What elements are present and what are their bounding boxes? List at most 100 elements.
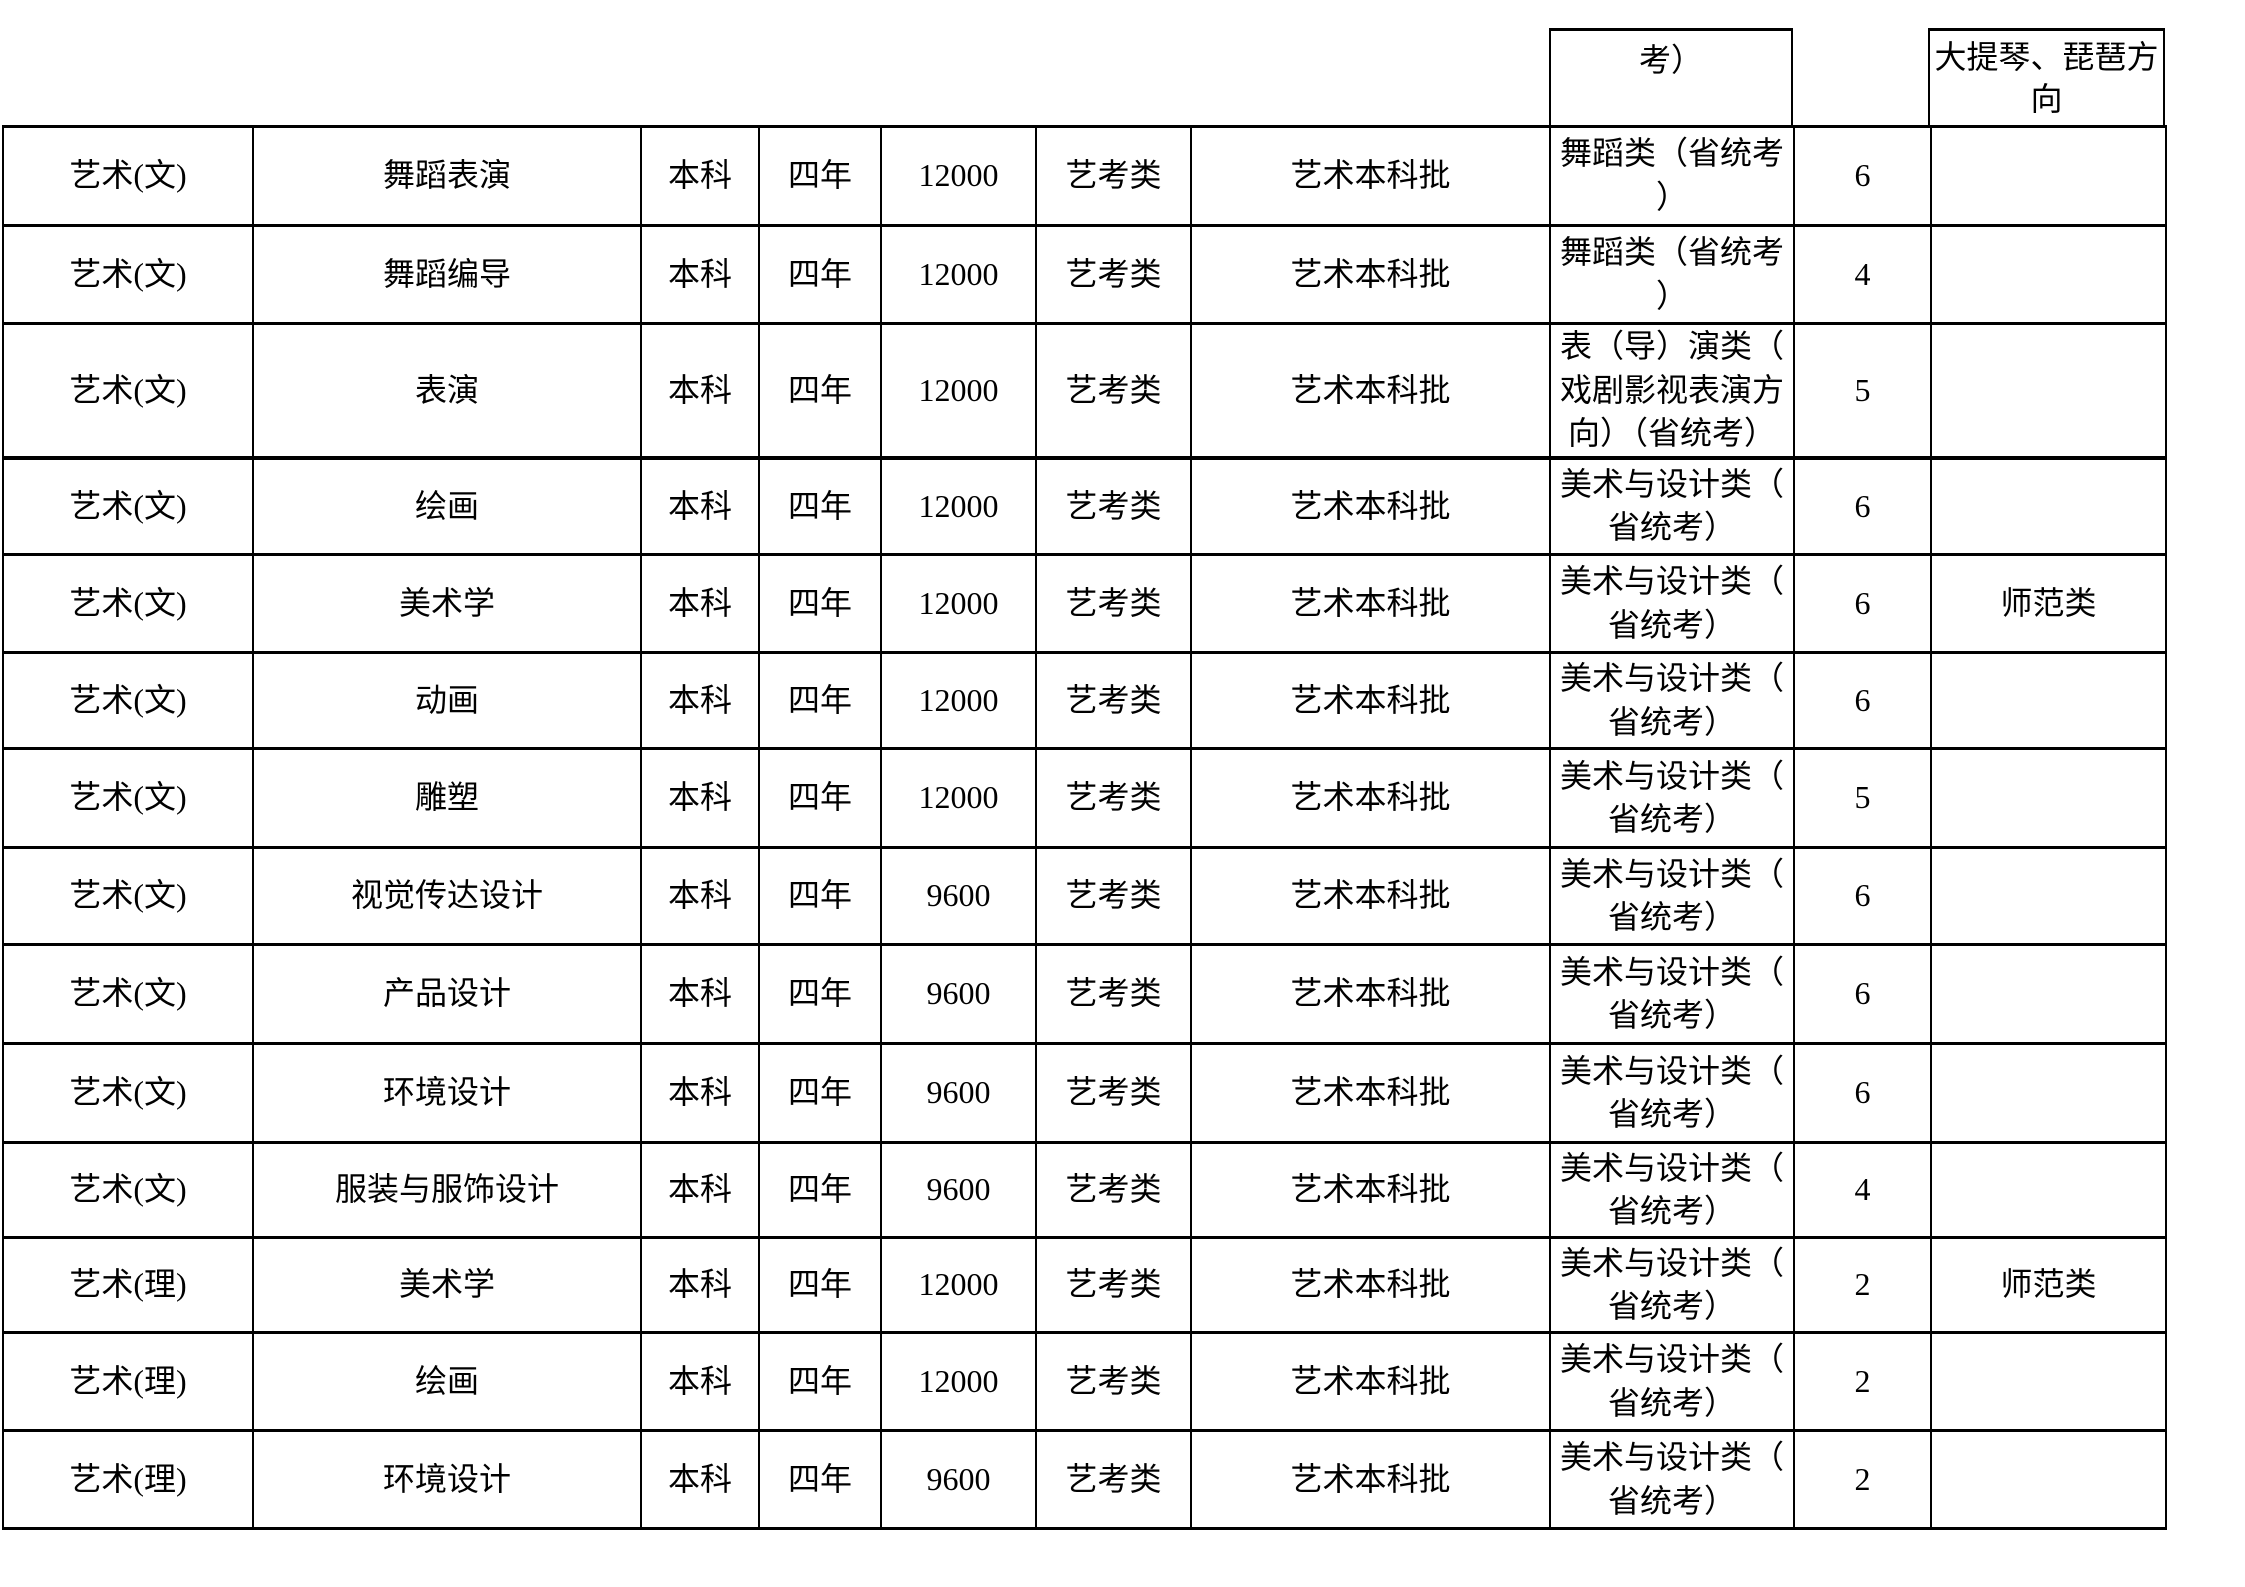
cell-category: 艺术(文) xyxy=(2,747,254,850)
cell-exam-subject: 美术与设计类（ 省统考） xyxy=(1549,1331,1795,1433)
cell-plan-count: 6 xyxy=(1793,125,1932,227)
cell-remark xyxy=(1930,846,2167,947)
cell-category: 艺术(文) xyxy=(2,1141,254,1240)
cell-level: 本科 xyxy=(640,1042,760,1145)
cell-major: 产品设计 xyxy=(252,943,642,1046)
cell-level: 本科 xyxy=(640,1429,760,1531)
cell-plan-count: 6 xyxy=(1793,1042,1932,1145)
cell-exam-subject: 美术与设计类（ 省统考） xyxy=(1549,747,1795,850)
cell-duration: 四年 xyxy=(758,1331,882,1433)
cell-plan-count: 6 xyxy=(1793,943,1932,1046)
cell-category: 艺术(文) xyxy=(2,224,254,325)
cell-batch: 艺术本科批 xyxy=(1190,1141,1551,1240)
cell-major: 表演 xyxy=(252,321,642,460)
cell-duration: 四年 xyxy=(758,125,882,227)
cell-tuition-fee: 12000 xyxy=(880,1331,1037,1433)
cell-tuition-fee: 9600 xyxy=(880,846,1037,947)
cell-duration: 四年 xyxy=(758,747,882,850)
cell-major: 环境设计 xyxy=(252,1429,642,1531)
cell-exam-subject: 美术与设计类（ 省统考） xyxy=(1549,943,1795,1046)
cell-plan-count: 4 xyxy=(1793,1141,1932,1240)
cell-exam-category: 艺考类 xyxy=(1035,651,1192,751)
cell-tuition-fee: 9600 xyxy=(880,943,1037,1046)
cell-level: 本科 xyxy=(640,1331,760,1433)
cell-category: 艺术(文) xyxy=(2,651,254,751)
table-row: 艺术(文) 表演 本科 四年 12000 艺考类 艺术本科批 表（导）演类（ 戏剧影视表演方 … xyxy=(2,321,2167,460)
cell-tuition-fee: 9600 xyxy=(880,1042,1037,1145)
cell-exam-subject: 美术与设计类（ 省统考） xyxy=(1549,553,1795,655)
cell-batch: 艺术本科批 xyxy=(1190,1042,1551,1145)
cell-major: 美术学 xyxy=(252,553,642,655)
cell-remark xyxy=(1930,125,2167,227)
cell-level: 本科 xyxy=(640,553,760,655)
cell-remark xyxy=(1930,1042,2167,1145)
cell-remark xyxy=(1930,1429,2167,1531)
cell-batch: 艺术本科批 xyxy=(1190,455,1551,557)
cell-duration: 四年 xyxy=(758,1429,882,1531)
cell-plan-count: 6 xyxy=(1793,455,1932,557)
table-row: 艺术(文) 美术学 本科 四年 12000 艺考类 艺术本科批 美术与设计类（ 省统考） 6 师范… xyxy=(2,553,2167,655)
cell-remark xyxy=(1930,1331,2167,1433)
cell-batch: 艺术本科批 xyxy=(1190,553,1551,655)
cell-category: 艺术(文) xyxy=(2,553,254,655)
cell-exam-subject: 美术与设计类（ 省统考） xyxy=(1549,846,1795,947)
table-row: 艺术(文) 绘画 本科 四年 12000 艺考类 艺术本科批 美术与设计类（ 省统考） 6 xyxy=(2,455,2167,557)
admission-plan-table: 艺术(文) 舞蹈表演 本科 四年 12000 艺考类 艺术本科批 舞蹈类（省统考 ） 6 艺术(文… xyxy=(2,125,2167,1531)
cell-major: 绘画 xyxy=(252,1331,642,1433)
cell-level: 本科 xyxy=(640,125,760,227)
cell-remark xyxy=(1930,224,2167,325)
cell-tuition-fee: 12000 xyxy=(880,651,1037,751)
table-row: 艺术(理) 环境设计 本科 四年 9600 艺考类 艺术本科批 美术与设计类（ 省统考） 2 xyxy=(2,1429,2167,1531)
cell-remark xyxy=(1930,651,2167,751)
partial-remark-cell: 大提琴、琵琶方 向 xyxy=(1930,28,2165,125)
cell-batch: 艺术本科批 xyxy=(1190,943,1551,1046)
cell-plan-count: 5 xyxy=(1793,747,1932,850)
cell-category: 艺术(文) xyxy=(2,455,254,557)
cell-tuition-fee: 9600 xyxy=(880,1429,1037,1531)
cell-duration: 四年 xyxy=(758,943,882,1046)
cell-major: 雕塑 xyxy=(252,747,642,850)
cell-exam-category: 艺考类 xyxy=(1035,1042,1192,1145)
cell-plan-count: 6 xyxy=(1793,651,1932,751)
cell-exam-subject: 美术与设计类（ 省统考） xyxy=(1549,1042,1795,1145)
cell-batch: 艺术本科批 xyxy=(1190,651,1551,751)
cell-exam-category: 艺考类 xyxy=(1035,943,1192,1046)
cell-duration: 四年 xyxy=(758,1141,882,1240)
cell-exam-subject: 美术与设计类（ 省统考） xyxy=(1549,1141,1795,1240)
cell-duration: 四年 xyxy=(758,553,882,655)
cell-exam-category: 艺考类 xyxy=(1035,1236,1192,1335)
cell-category: 艺术(文) xyxy=(2,1042,254,1145)
cell-batch: 艺术本科批 xyxy=(1190,846,1551,947)
cell-exam-subject: 美术与设计类（ 省统考） xyxy=(1549,1429,1795,1531)
cell-batch: 艺术本科批 xyxy=(1190,224,1551,325)
cell-exam-category: 艺考类 xyxy=(1035,1141,1192,1240)
cell-remark: 师范类 xyxy=(1930,1236,2167,1335)
table-row: 艺术(文) 产品设计 本科 四年 9600 艺考类 艺术本科批 美术与设计类（ 省统考） 6 xyxy=(2,943,2167,1046)
cell-plan-count: 2 xyxy=(1793,1236,1932,1335)
cell-major: 服装与服饰设计 xyxy=(252,1141,642,1240)
cell-level: 本科 xyxy=(640,224,760,325)
partial-exam-fragment-cell: 考） xyxy=(1549,28,1793,125)
table-row: 艺术(文) 服装与服饰设计 本科 四年 9600 艺考类 艺术本科批 美术与设计类（ 省统考）… xyxy=(2,1141,2167,1240)
cell-tuition-fee: 12000 xyxy=(880,125,1037,227)
cell-batch: 艺术本科批 xyxy=(1190,321,1551,460)
cell-category: 艺术(理) xyxy=(2,1236,254,1335)
cell-batch: 艺术本科批 xyxy=(1190,747,1551,850)
cell-tuition-fee: 12000 xyxy=(880,553,1037,655)
cell-level: 本科 xyxy=(640,1236,760,1335)
cell-plan-count: 6 xyxy=(1793,846,1932,947)
cell-major: 环境设计 xyxy=(252,1042,642,1145)
cell-major: 视觉传达设计 xyxy=(252,846,642,947)
cell-exam-category: 艺考类 xyxy=(1035,321,1192,460)
cell-major: 动画 xyxy=(252,651,642,751)
cell-duration: 四年 xyxy=(758,651,882,751)
cell-tuition-fee: 9600 xyxy=(880,1141,1037,1240)
table-row: 艺术(文) 舞蹈编导 本科 四年 12000 艺考类 艺术本科批 舞蹈类（省统考 ） 4 xyxy=(2,224,2167,325)
cell-category: 艺术(文) xyxy=(2,943,254,1046)
cell-level: 本科 xyxy=(640,651,760,751)
cell-level: 本科 xyxy=(640,943,760,1046)
cell-tuition-fee: 12000 xyxy=(880,747,1037,850)
cell-remark xyxy=(1930,455,2167,557)
cell-tuition-fee: 12000 xyxy=(880,321,1037,460)
